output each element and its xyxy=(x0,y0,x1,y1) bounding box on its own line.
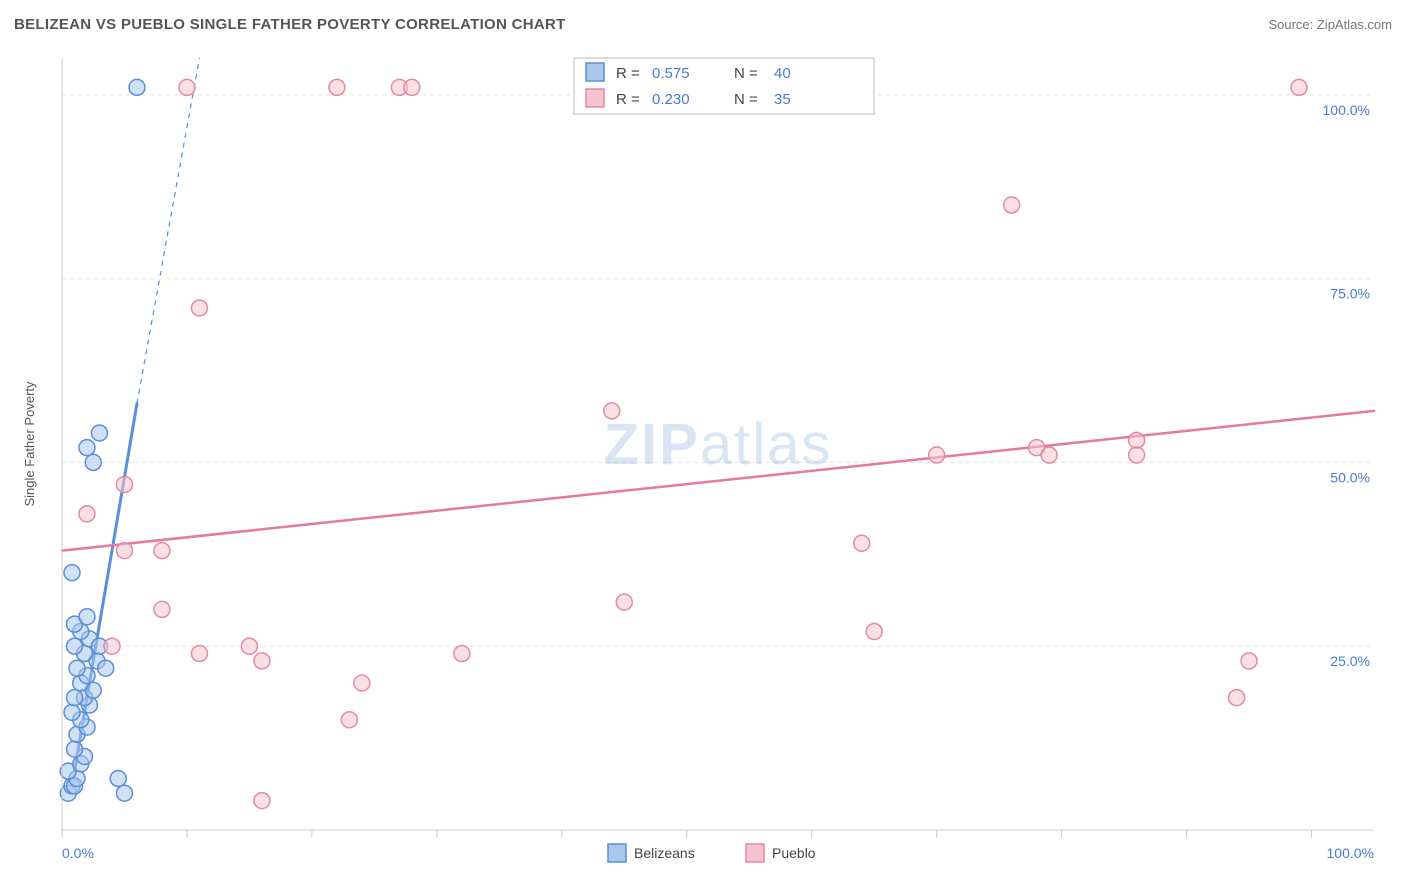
data-point xyxy=(116,785,132,801)
y-tick-label: 50.0% xyxy=(1330,469,1370,485)
data-point xyxy=(64,565,80,581)
data-point xyxy=(1004,197,1020,213)
data-point xyxy=(1041,447,1057,463)
data-point xyxy=(64,704,80,720)
data-point xyxy=(616,594,632,610)
data-point xyxy=(79,506,95,522)
data-point xyxy=(341,712,357,728)
data-point xyxy=(79,440,95,456)
legend-series-label: Pueblo xyxy=(772,845,816,861)
source-prefix: Source: xyxy=(1268,17,1316,32)
legend-series-label: Belizeans xyxy=(634,845,695,861)
data-point xyxy=(116,476,132,492)
data-point xyxy=(1129,447,1145,463)
x-tick-label: 0.0% xyxy=(62,845,94,861)
data-point xyxy=(454,646,470,662)
data-point xyxy=(241,638,257,654)
legend-swatch xyxy=(608,844,626,862)
data-point xyxy=(854,535,870,551)
legend-r-value: 0.230 xyxy=(652,91,690,108)
x-tick-label: 100.0% xyxy=(1327,845,1374,861)
data-point xyxy=(1229,690,1245,706)
data-point xyxy=(866,623,882,639)
source-attribution: Source: ZipAtlas.com xyxy=(1268,17,1392,32)
legend-n-value: 35 xyxy=(774,91,791,108)
chart-container: ZIPatlas 0.0% 100.0% 25.0% 50.0% 75.0% 100.0% S… xyxy=(14,40,1392,878)
data-point xyxy=(66,638,82,654)
data-point xyxy=(179,79,195,95)
y-axis-title: Single Father Poverty xyxy=(22,381,37,507)
data-point xyxy=(98,660,114,676)
data-point xyxy=(66,741,82,757)
legend-r-value: 0.575 xyxy=(652,65,690,82)
legend-r-label: R = xyxy=(616,65,640,82)
data-point xyxy=(1129,432,1145,448)
legend-swatch xyxy=(586,63,604,81)
data-point xyxy=(154,601,170,617)
y-tick-label: 25.0% xyxy=(1330,653,1370,669)
data-point xyxy=(354,675,370,691)
data-point xyxy=(66,690,82,706)
legend-n-label: N = xyxy=(734,91,758,108)
scatter-chart: ZIPatlas 0.0% 100.0% 25.0% 50.0% 75.0% 100.0% S… xyxy=(14,40,1392,878)
data-point xyxy=(129,79,145,95)
svg-text:ZIPatlas: ZIPatlas xyxy=(604,412,833,477)
data-point xyxy=(929,447,945,463)
y-tick-label: 75.0% xyxy=(1330,286,1370,302)
data-point xyxy=(191,300,207,316)
data-point xyxy=(1291,79,1307,95)
legend-swatch xyxy=(586,89,604,107)
data-point xyxy=(110,771,126,787)
data-point xyxy=(604,403,620,419)
data-point xyxy=(69,660,85,676)
data-point xyxy=(254,793,270,809)
legend-r-label: R = xyxy=(616,91,640,108)
data-point xyxy=(116,543,132,559)
data-point xyxy=(79,609,95,625)
data-point xyxy=(1241,653,1257,669)
data-point xyxy=(404,79,420,95)
y-tick-label: 100.0% xyxy=(1323,102,1370,118)
data-point xyxy=(91,425,107,441)
data-point xyxy=(154,543,170,559)
data-point xyxy=(85,454,101,470)
legend-n-label: N = xyxy=(734,65,758,82)
chart-header: BELIZEAN VS PUEBLO SINGLE FATHER POVERTY… xyxy=(0,0,1406,40)
data-point xyxy=(104,638,120,654)
legend-n-value: 40 xyxy=(774,65,791,82)
source-name: ZipAtlas.com xyxy=(1317,17,1392,32)
data-point xyxy=(191,646,207,662)
data-point xyxy=(254,653,270,669)
chart-title: BELIZEAN VS PUEBLO SINGLE FATHER POVERTY… xyxy=(14,16,566,33)
data-point xyxy=(329,79,345,95)
legend-swatch xyxy=(746,844,764,862)
